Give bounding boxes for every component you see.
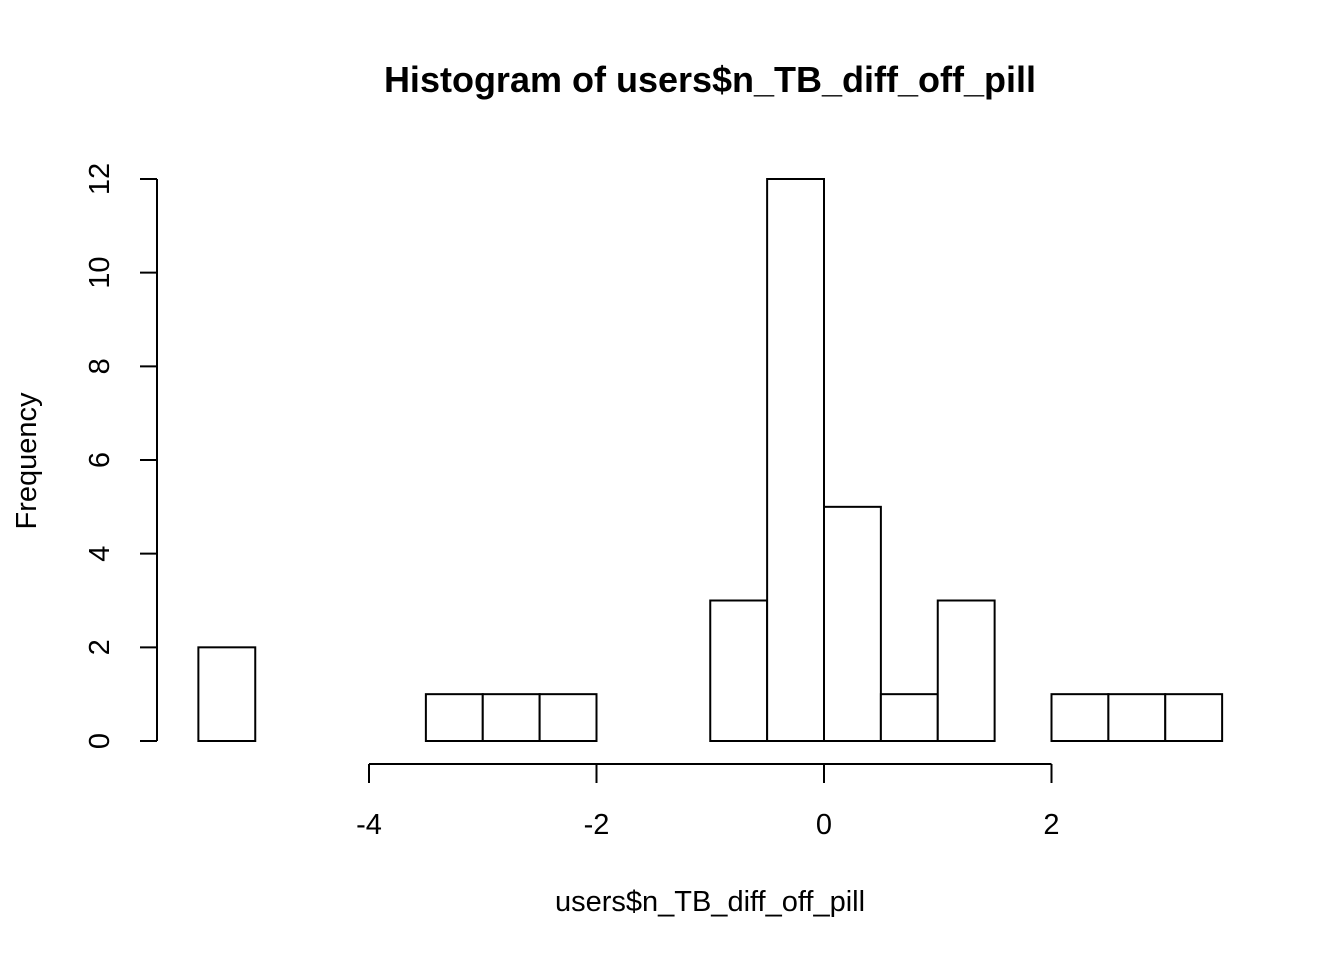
histogram-bar bbox=[1050, 693, 1110, 742]
histogram-bar bbox=[879, 693, 939, 742]
histogram-bar bbox=[538, 693, 598, 742]
histogram-bar bbox=[1164, 693, 1224, 742]
chart-title: Histogram of users$n_TB_diff_off_pill bbox=[384, 59, 1036, 100]
bars-group bbox=[197, 178, 1224, 743]
histogram-bar bbox=[936, 599, 996, 743]
y-tick-label: 6 bbox=[84, 452, 116, 468]
y-tick-label: 2 bbox=[84, 639, 116, 655]
x-axis: -4 -2 0 2 bbox=[356, 763, 1060, 841]
histogram-bar bbox=[197, 646, 257, 742]
y-tick-label: 12 bbox=[84, 163, 116, 195]
y-tick-label: 8 bbox=[84, 358, 116, 374]
x-tick-label: -4 bbox=[356, 809, 382, 841]
histogram-bar bbox=[1107, 693, 1167, 742]
x-axis-label: users$n_TB_diff_off_pill bbox=[555, 886, 865, 918]
y-tick-label: 0 bbox=[84, 733, 116, 749]
histogram-bar bbox=[481, 693, 541, 742]
x-tick-label: 0 bbox=[816, 809, 832, 841]
y-tick-label: 4 bbox=[84, 546, 116, 562]
histogram-bar bbox=[823, 505, 882, 742]
y-axis-label: Frequency bbox=[11, 392, 43, 530]
histogram-bar bbox=[766, 178, 825, 742]
histogram-bar bbox=[709, 599, 769, 743]
y-axis: 0 2 4 6 8 10 12 bbox=[84, 163, 158, 749]
x-tick-label: -2 bbox=[584, 809, 610, 841]
histogram-bar bbox=[424, 693, 484, 742]
x-tick-label: 2 bbox=[1043, 809, 1059, 841]
y-tick-label: 10 bbox=[84, 257, 116, 289]
